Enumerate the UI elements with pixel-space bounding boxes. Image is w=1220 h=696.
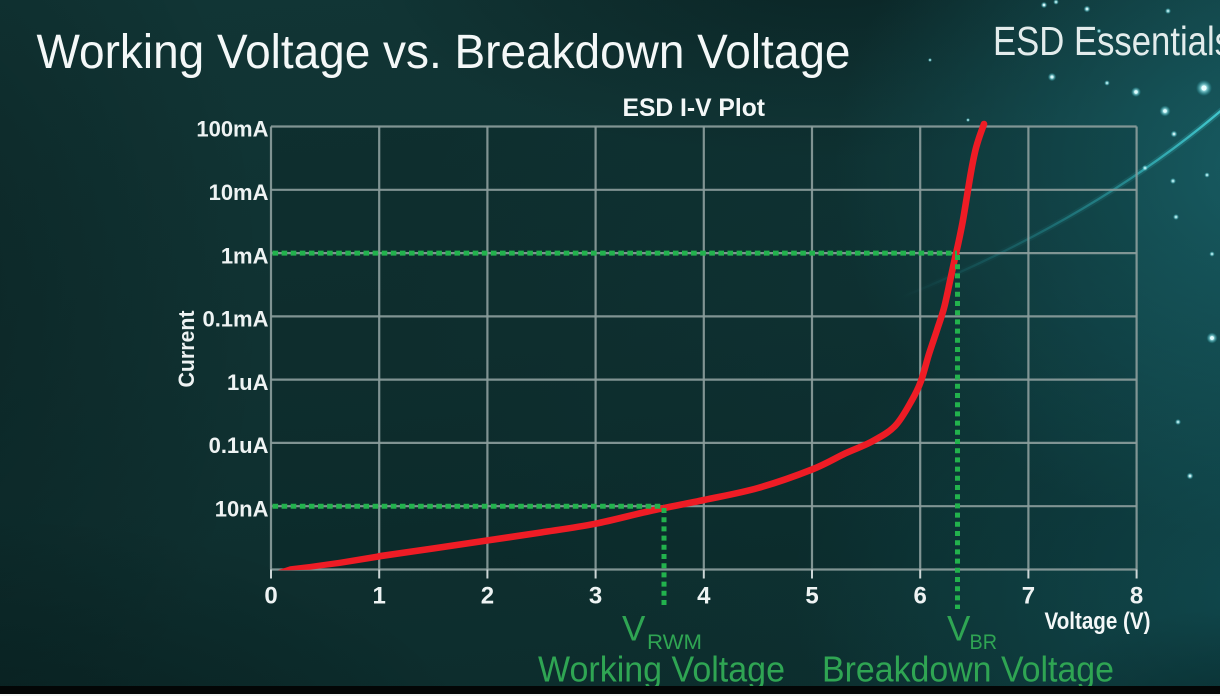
svg-text:0.1uA: 0.1uA — [209, 433, 269, 458]
svg-text:7: 7 — [1022, 583, 1035, 610]
svg-text:ESD I-V Plot: ESD I-V Plot — [623, 94, 766, 122]
svg-text:V: V — [947, 610, 971, 649]
svg-text:3: 3 — [589, 583, 602, 610]
svg-text:1: 1 — [373, 583, 386, 610]
svg-text:100mA: 100mA — [196, 117, 268, 142]
svg-text:10nA: 10nA — [215, 496, 269, 521]
svg-text:10mA: 10mA — [209, 180, 269, 205]
svg-text:V: V — [622, 610, 646, 649]
svg-text:BR: BR — [970, 631, 998, 654]
svg-text:RWM: RWM — [647, 631, 702, 654]
svg-text:Working Voltage: Working Voltage — [538, 649, 785, 690]
svg-text:6: 6 — [914, 583, 927, 610]
svg-text:Voltage (V): Voltage (V) — [1045, 608, 1151, 635]
svg-text:Breakdown Voltage: Breakdown Voltage — [822, 649, 1114, 690]
svg-text:Working Voltage vs. Breakdown: Working Voltage vs. Breakdown Voltage — [37, 26, 851, 79]
svg-text:0: 0 — [264, 583, 277, 610]
svg-text:2: 2 — [481, 583, 494, 610]
svg-text:8: 8 — [1130, 583, 1143, 610]
svg-text:Current: Current — [174, 310, 199, 388]
svg-text:1uA: 1uA — [227, 370, 269, 395]
svg-text:0.1mA: 0.1mA — [202, 307, 268, 332]
svg-text:ESD Essentials: ESD Essentials — [993, 18, 1220, 64]
svg-text:1mA: 1mA — [221, 243, 269, 268]
svg-text:5: 5 — [805, 583, 818, 610]
svg-text:4: 4 — [697, 583, 711, 610]
